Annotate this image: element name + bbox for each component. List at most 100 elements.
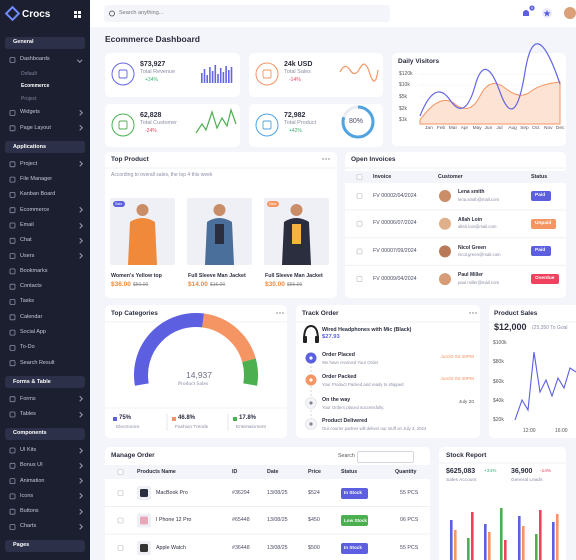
menu-item[interactable]: Buttons bbox=[20, 508, 39, 515]
menu-item[interactable]: Kanban Board bbox=[20, 191, 56, 198]
y-axis-label: $1k bbox=[399, 116, 408, 123]
checkbox bbox=[117, 517, 124, 524]
menu-icon bbox=[9, 191, 16, 198]
stat-glyph bbox=[262, 120, 272, 130]
section-title: Forms & Table bbox=[13, 378, 51, 385]
product-old-price: $50.00 bbox=[133, 281, 149, 288]
menu-item[interactable]: Ecommerce bbox=[20, 206, 50, 213]
section-header bbox=[5, 141, 85, 154]
order-date: 13/08/25 bbox=[267, 544, 288, 551]
menu-icon bbox=[9, 524, 16, 530]
headphones-cup bbox=[303, 336, 307, 343]
submenu-item[interactable]: Project bbox=[21, 95, 37, 102]
menu-icon bbox=[9, 125, 16, 132]
column-header: Quantity bbox=[395, 468, 417, 475]
donut-total: 14,937 bbox=[186, 370, 212, 381]
card-title: Top Categories bbox=[111, 309, 158, 317]
menu-item[interactable]: Forms bbox=[20, 395, 36, 402]
menu-item[interactable]: Project bbox=[20, 160, 38, 167]
menu-item[interactable]: Bonus UI bbox=[20, 462, 43, 469]
customer-avatar bbox=[439, 190, 451, 202]
menu-item[interactable]: Search Result bbox=[20, 359, 55, 366]
stat-change: +34% bbox=[145, 76, 158, 83]
sparkline-bar bbox=[203, 69, 206, 83]
y-axis-label: $20k bbox=[493, 416, 504, 423]
column-header: Price bbox=[308, 468, 321, 475]
step-time: Jun20 05:40PM bbox=[440, 354, 474, 360]
product-inner bbox=[215, 224, 224, 244]
menu-icon bbox=[9, 207, 16, 214]
menu-item[interactable]: Widgets bbox=[20, 109, 40, 116]
sparkline-line bbox=[195, 107, 237, 134]
menu-item[interactable]: Contacts bbox=[20, 283, 42, 290]
stock-bar bbox=[556, 514, 559, 560]
stat-label: Total Product bbox=[284, 120, 317, 127]
menu-item[interactable]: Users bbox=[20, 252, 35, 259]
product-name[interactable]: Women's Yellow top bbox=[111, 272, 162, 279]
menu-item[interactable]: UI Kits bbox=[20, 446, 37, 453]
legend-name: Entertainment bbox=[236, 424, 266, 430]
product-name: I Phone 12 Pro bbox=[156, 517, 192, 524]
menu-icon bbox=[9, 268, 16, 275]
menu-item[interactable]: Email bbox=[20, 221, 34, 228]
menu-item[interactable]: Tables bbox=[20, 410, 36, 417]
more-dot bbox=[328, 158, 330, 160]
customer-avatar bbox=[439, 273, 451, 286]
status-pill bbox=[531, 274, 560, 285]
sparkline-bar bbox=[228, 70, 230, 83]
menu-item[interactable]: Charts bbox=[20, 523, 37, 530]
customer-avatar bbox=[439, 245, 451, 258]
menu-item[interactable]: Social App bbox=[20, 329, 46, 336]
sparkline-wave bbox=[339, 63, 379, 82]
stock-bar bbox=[535, 534, 538, 560]
submenu-item[interactable]: Ecommerce bbox=[21, 83, 50, 90]
status-text: In Stock bbox=[344, 545, 362, 550]
menu-item[interactable]: Icons bbox=[20, 492, 34, 499]
stat-change: -24% bbox=[145, 127, 157, 134]
menu-item[interactable]: Dashboards bbox=[20, 56, 50, 63]
stat-label: Total Revenue bbox=[140, 69, 176, 76]
x-axis-label: Feb bbox=[436, 125, 446, 131]
order-search-input[interactable] bbox=[357, 451, 414, 463]
menu-item[interactable]: Page Layout bbox=[20, 124, 51, 131]
invoice-number: FV 00006/07/2024 bbox=[373, 220, 417, 227]
x-axis-label: May bbox=[472, 125, 482, 131]
product-name[interactable]: Full Sleeve Man Jacket bbox=[188, 272, 246, 279]
stock-bar bbox=[552, 522, 555, 560]
menu-item[interactable]: Calendar bbox=[20, 313, 43, 320]
avatar bbox=[564, 7, 576, 19]
stat-value: 72,982 bbox=[284, 112, 306, 120]
step-desc: We have received Your Order bbox=[322, 359, 379, 365]
donut-segment bbox=[134, 313, 205, 386]
column-header: ID bbox=[232, 468, 238, 475]
card-subtitle: According to overall sales, the top 4 th… bbox=[111, 171, 213, 178]
menu-item[interactable]: To-Do bbox=[20, 344, 35, 351]
submenu-item[interactable]: Default bbox=[21, 70, 37, 77]
y-axis-label: $60k bbox=[493, 378, 504, 385]
customer-name: Allah Loin bbox=[458, 216, 483, 223]
card-title: Open Invoices bbox=[351, 155, 396, 163]
menu-icon bbox=[9, 176, 16, 183]
donut-segment bbox=[242, 358, 258, 386]
gauge-label: 80% bbox=[349, 118, 364, 126]
menu-icon bbox=[9, 478, 16, 485]
status-pill bbox=[341, 515, 368, 526]
menu-item[interactable]: Bookmarks bbox=[20, 267, 48, 274]
visitors-line bbox=[419, 43, 561, 117]
order-date: 13/08/25 bbox=[267, 517, 288, 524]
product-name[interactable]: Full Sleeve Man Jacket bbox=[265, 272, 323, 279]
metric-change: +34% bbox=[484, 468, 497, 474]
menu-item[interactable]: Animation bbox=[20, 477, 45, 484]
notification-count: 4 bbox=[530, 5, 534, 11]
menu-icon bbox=[9, 222, 16, 229]
customer-name: Nicol Green bbox=[458, 244, 487, 251]
status-text: Paid bbox=[535, 248, 546, 254]
sparkline-bar bbox=[222, 72, 225, 83]
stat-icon bbox=[255, 113, 279, 137]
menu-item[interactable]: File Manager bbox=[20, 176, 53, 183]
more-dot bbox=[282, 312, 284, 314]
search-box[interactable] bbox=[104, 5, 390, 22]
menu-item[interactable]: Chat bbox=[20, 237, 32, 244]
menu-item[interactable]: Tasks bbox=[20, 298, 35, 305]
product-thumb-item bbox=[140, 544, 148, 552]
